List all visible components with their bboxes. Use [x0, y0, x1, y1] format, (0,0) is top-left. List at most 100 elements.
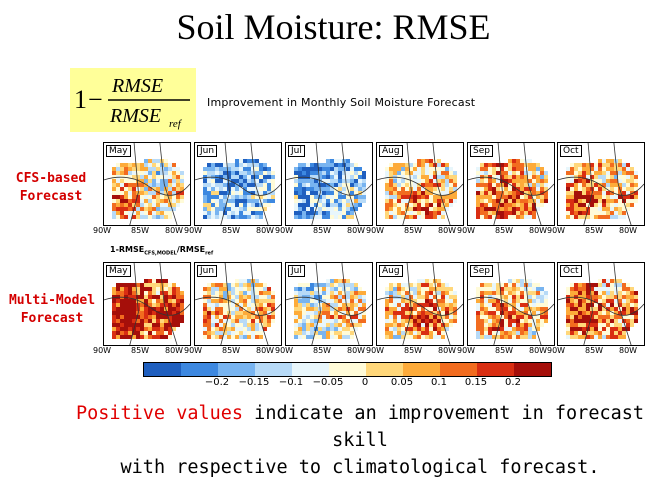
colorbar-swatch	[514, 363, 551, 376]
formula2-part: 1-RMSE	[110, 245, 145, 254]
lon-tick-label: 90W	[457, 346, 476, 355]
formula-subscript: ref	[169, 118, 183, 130]
row-label-line: CFS-based	[15, 171, 87, 186]
month-map: Aug	[376, 142, 464, 226]
lon-tick-label: 80W	[619, 346, 638, 355]
lon-tick-label: 90W	[184, 346, 203, 355]
row-label-line: Forecast	[20, 311, 84, 326]
map-field	[558, 263, 644, 345]
colorbar-tick-label: 0.1	[431, 377, 447, 388]
lon-tick-label: 85W	[313, 346, 332, 355]
note-text: indicate an improvement in forecast skil…	[243, 403, 645, 451]
formula-one: 1	[74, 85, 87, 114]
lon-tick-label: 85W	[222, 226, 241, 235]
lon-tick-label: 80W	[529, 226, 548, 235]
row-label-line: Multi-Model	[8, 293, 96, 308]
month-label: Aug	[379, 265, 403, 277]
colorbar	[143, 362, 552, 377]
formula2-sub: CFS,MODEL	[144, 250, 177, 257]
lon-tick-label: 80W	[165, 226, 184, 235]
month-map: Sep	[467, 262, 555, 346]
month-label: Sep	[470, 265, 493, 277]
lon-tick-label: 90W	[275, 346, 294, 355]
colorbar-swatch	[403, 363, 440, 376]
colorbar-swatch	[477, 363, 514, 376]
colorbar-swatch	[440, 363, 477, 376]
colorbar-tick-label: 0.2	[505, 377, 521, 388]
month-map: Aug	[376, 262, 464, 346]
month-map: Jul	[285, 142, 373, 226]
map-field	[104, 263, 190, 345]
colorbar-tick-label: −0.1	[278, 377, 304, 388]
month-map: Jul	[285, 262, 373, 346]
lon-tick-label: 80W	[529, 346, 548, 355]
month-label: May	[106, 145, 131, 157]
map-field	[468, 263, 554, 345]
lon-tick-label: 90W	[275, 226, 294, 235]
lon-tick-label: 85W	[131, 346, 150, 355]
map-field	[195, 143, 281, 225]
lon-tick-label: 85W	[495, 226, 514, 235]
lon-tick-label: 85W	[313, 226, 332, 235]
lon-tick-label: 85W	[585, 226, 604, 235]
row-label-line: Forecast	[19, 189, 83, 204]
colorbar-swatch	[366, 363, 403, 376]
lon-tick-label: 80W	[619, 226, 638, 235]
lon-tick-label: 90W	[93, 226, 112, 235]
formula-numerator: RMSE	[111, 75, 163, 97]
month-label: Jun	[197, 265, 218, 277]
note-highlight: Positive values	[75, 403, 244, 424]
lon-tick-label: 80W	[165, 346, 184, 355]
map-field	[286, 143, 372, 225]
month-label: Jul	[288, 265, 305, 277]
lon-tick-label: 90W	[366, 346, 385, 355]
month-label: Sep	[470, 145, 493, 157]
month-label: Jul	[288, 145, 305, 157]
colorbar-tick-label: −0.2	[204, 377, 230, 388]
month-label: Aug	[379, 145, 403, 157]
map-field	[558, 143, 644, 225]
lon-tick-label: 90W	[457, 226, 476, 235]
lon-tick-label: 80W	[347, 346, 366, 355]
colorbar-tick-label: 0	[361, 377, 369, 388]
month-map: Oct	[557, 262, 645, 346]
month-map: May	[103, 142, 191, 226]
formula-minus: −	[88, 85, 103, 114]
colorbar-swatch	[255, 363, 292, 376]
lon-tick-label: 85W	[131, 226, 150, 235]
lon-tick-label: 85W	[222, 346, 241, 355]
lon-tick-label: 90W	[366, 226, 385, 235]
month-map: Oct	[557, 142, 645, 226]
chart-subtitle: Improvement in Monthly Soil Moisture For…	[207, 96, 476, 109]
month-label: Oct	[560, 145, 582, 157]
month-map: Sep	[467, 142, 555, 226]
rmse-formula: 1 − RMSE RMSE ref	[70, 68, 196, 132]
note-text: with respective to climatological foreca…	[120, 457, 600, 478]
lon-tick-label: 90W	[547, 346, 566, 355]
lon-tick-label: 80W	[438, 226, 457, 235]
month-map: Jun	[194, 142, 282, 226]
colorbar-tick-label: 0.15	[464, 377, 488, 388]
colorbar-swatch	[329, 363, 366, 376]
formula2-part: /RMSE	[176, 245, 206, 254]
month-map: May	[103, 262, 191, 346]
colorbar-tick-label: −0.15	[238, 377, 270, 388]
colorbar-swatch	[181, 363, 218, 376]
page-title: Soil Moisture: RMSE	[176, 7, 491, 47]
colorbar-tick-label: 0.05	[390, 377, 414, 388]
lon-tick-label: 90W	[93, 346, 112, 355]
month-label: Jun	[197, 145, 218, 157]
map-formula-label: 1-RMSECFS,MODEL/RMSEref	[110, 245, 213, 257]
formula2-sub: ref	[205, 250, 214, 257]
lon-tick-label: 85W	[495, 346, 514, 355]
lon-tick-label: 85W	[585, 346, 604, 355]
lon-tick-label: 80W	[256, 226, 275, 235]
row-label-multimodel: Multi-Model Forecast	[0, 292, 104, 328]
lon-tick-label: 80W	[256, 346, 275, 355]
row-label-cfs: CFS-based Forecast	[2, 170, 100, 206]
lon-tick-label: 90W	[547, 226, 566, 235]
month-map: Jun	[194, 262, 282, 346]
lon-tick-label: 85W	[404, 226, 423, 235]
lon-tick-label: 80W	[438, 346, 457, 355]
colorbar-swatch	[292, 363, 329, 376]
